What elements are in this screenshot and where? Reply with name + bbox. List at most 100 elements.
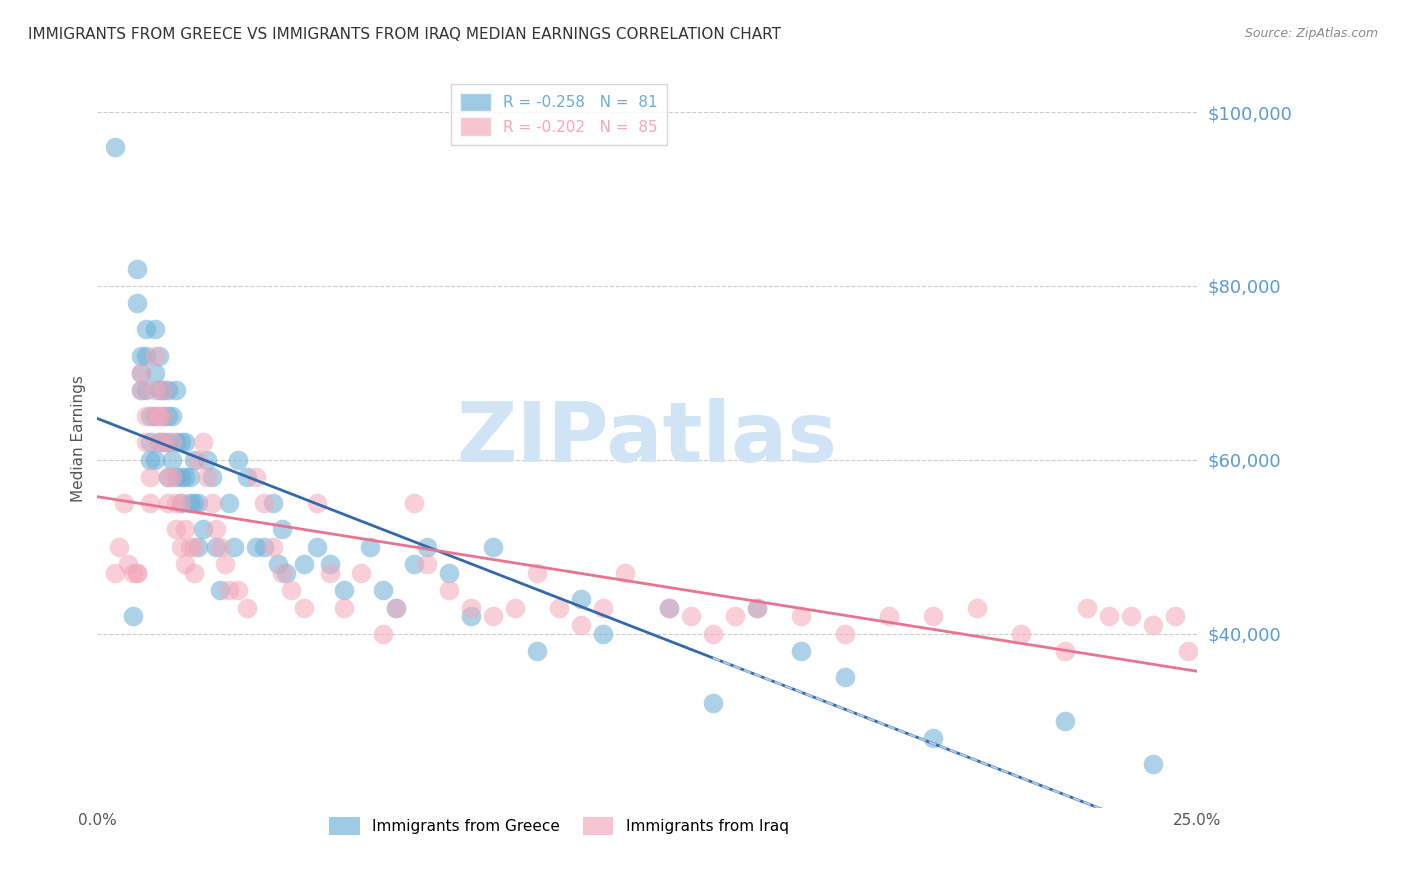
- Point: [156, 384, 179, 398]
- Point: [592, 600, 614, 615]
- Point: [460, 609, 482, 624]
- Point: [125, 566, 148, 580]
- Point: [292, 600, 315, 615]
- Point: [437, 566, 460, 580]
- Point: [402, 558, 425, 572]
- Point: [187, 496, 209, 510]
- Point: [482, 540, 505, 554]
- Point: [280, 583, 302, 598]
- Point: [191, 523, 214, 537]
- Point: [201, 470, 224, 484]
- Point: [460, 600, 482, 615]
- Point: [156, 435, 179, 450]
- Point: [187, 453, 209, 467]
- Point: [526, 566, 548, 580]
- Point: [183, 540, 205, 554]
- Point: [702, 627, 724, 641]
- Point: [658, 600, 681, 615]
- Point: [271, 523, 294, 537]
- Point: [262, 540, 284, 554]
- Point: [592, 627, 614, 641]
- Point: [877, 609, 900, 624]
- Point: [135, 435, 157, 450]
- Point: [183, 496, 205, 510]
- Point: [307, 540, 329, 554]
- Point: [135, 322, 157, 336]
- Point: [834, 627, 856, 641]
- Point: [548, 600, 571, 615]
- Point: [218, 583, 240, 598]
- Point: [966, 600, 988, 615]
- Point: [702, 697, 724, 711]
- Point: [174, 435, 197, 450]
- Point: [166, 435, 188, 450]
- Point: [437, 583, 460, 598]
- Point: [179, 496, 201, 510]
- Point: [503, 600, 526, 615]
- Point: [658, 600, 681, 615]
- Point: [724, 609, 747, 624]
- Point: [179, 540, 201, 554]
- Point: [183, 566, 205, 580]
- Point: [1119, 609, 1142, 624]
- Point: [174, 523, 197, 537]
- Y-axis label: Median Earnings: Median Earnings: [72, 375, 86, 501]
- Point: [191, 435, 214, 450]
- Point: [139, 470, 162, 484]
- Point: [402, 496, 425, 510]
- Point: [266, 558, 288, 572]
- Text: ZIPatlas: ZIPatlas: [457, 398, 838, 479]
- Point: [214, 558, 236, 572]
- Point: [201, 496, 224, 510]
- Point: [205, 523, 228, 537]
- Point: [143, 349, 166, 363]
- Point: [245, 470, 267, 484]
- Point: [1076, 600, 1098, 615]
- Point: [195, 470, 218, 484]
- Point: [319, 566, 342, 580]
- Point: [148, 349, 170, 363]
- Point: [921, 609, 943, 624]
- Point: [1098, 609, 1121, 624]
- Point: [569, 618, 592, 632]
- Point: [1053, 714, 1076, 728]
- Point: [253, 496, 276, 510]
- Point: [236, 470, 259, 484]
- Point: [131, 384, 153, 398]
- Point: [143, 409, 166, 424]
- Point: [139, 496, 162, 510]
- Point: [143, 409, 166, 424]
- Point: [170, 435, 193, 450]
- Point: [156, 470, 179, 484]
- Point: [1163, 609, 1185, 624]
- Point: [152, 409, 174, 424]
- Point: [614, 566, 637, 580]
- Point: [745, 600, 768, 615]
- Point: [385, 600, 408, 615]
- Point: [262, 496, 284, 510]
- Point: [160, 435, 183, 450]
- Point: [131, 366, 153, 380]
- Text: Source: ZipAtlas.com: Source: ZipAtlas.com: [1244, 27, 1378, 40]
- Point: [373, 627, 395, 641]
- Point: [745, 600, 768, 615]
- Point: [152, 384, 174, 398]
- Point: [156, 470, 179, 484]
- Point: [143, 322, 166, 336]
- Point: [170, 470, 193, 484]
- Point: [1177, 644, 1199, 658]
- Point: [135, 409, 157, 424]
- Point: [148, 409, 170, 424]
- Point: [350, 566, 373, 580]
- Point: [679, 609, 702, 624]
- Point: [152, 435, 174, 450]
- Point: [359, 540, 381, 554]
- Point: [276, 566, 298, 580]
- Point: [125, 261, 148, 276]
- Point: [104, 140, 127, 154]
- Point: [790, 644, 813, 658]
- Point: [373, 583, 395, 598]
- Point: [160, 453, 183, 467]
- Point: [135, 384, 157, 398]
- Point: [187, 540, 209, 554]
